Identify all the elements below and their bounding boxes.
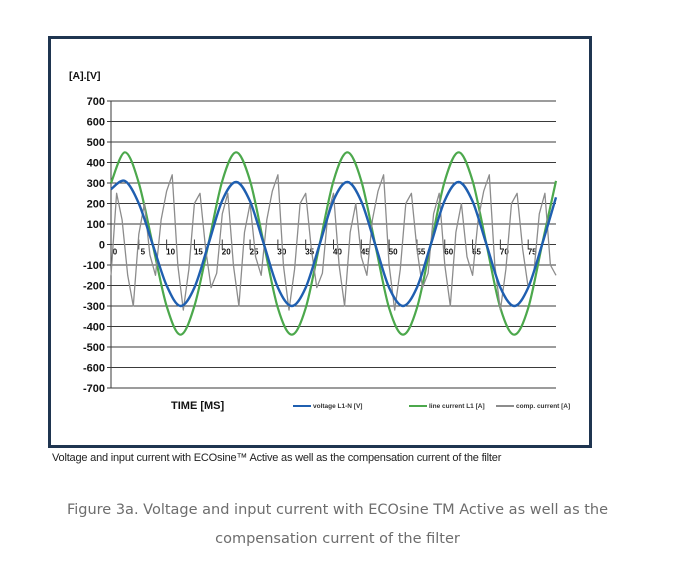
x-tick-label-55: 55 <box>416 248 425 257</box>
x-tick-label-5: 5 <box>141 248 146 257</box>
x-tick-label-0: 0 <box>113 248 118 257</box>
figure-caption: Figure 3a. Voltage and input current wit… <box>0 496 675 554</box>
x-tick-label-65: 65 <box>472 248 481 257</box>
y-tick-label--400: -400 <box>83 322 105 334</box>
chart: [A].[V] 7006005004003002001000-100-200-3… <box>69 70 570 412</box>
x-tick-label-20: 20 <box>222 248 231 257</box>
y-tick-label-400: 400 <box>87 158 105 170</box>
legend-label-2: comp. current [A] <box>516 403 570 410</box>
x-tick-label-60: 60 <box>444 248 453 257</box>
y-tick-label--500: -500 <box>83 342 105 354</box>
figure-caption-line-2: compensation current of the filter <box>215 531 460 547</box>
y-tick-label-300: 300 <box>87 178 105 190</box>
figure-inner-caption: Voltage and input current with ECOsine™ … <box>52 452 502 464</box>
x-tick-label-45: 45 <box>361 248 370 257</box>
legend-label-1: line current L1 [A] <box>429 403 485 410</box>
y-axis-unit-label: [A].[V] <box>69 70 101 82</box>
y-tick-label--700: -700 <box>83 383 105 395</box>
y-tick-label--600: -600 <box>83 363 105 375</box>
series-line-comp-current <box>110 174 557 311</box>
chart-frame: [A].[V] 700 600 500 400 300 200 100 0 -100 -200 -3… <box>48 36 592 448</box>
legend-label-0: voltage L1-N [V] <box>313 403 362 410</box>
y-axis-ticks: 700 600 500 400 300 200 100 0 -100 -200 -300 -400 -5… <box>83 96 111 395</box>
x-tick-label-15: 15 <box>194 248 203 257</box>
y-tick-label-700: 700 <box>87 96 105 108</box>
legend: voltage L1-N [V] line current L1 [A] comp.… <box>293 403 570 410</box>
plot-lines <box>109 151 558 336</box>
y-tick-label-100: 100 <box>87 219 105 231</box>
y-tick-label-600: 600 <box>87 117 105 129</box>
y-tick-label-500: 500 <box>87 137 105 149</box>
y-tick-label--100: -100 <box>83 260 105 272</box>
x-tick-label-35: 35 <box>305 248 314 257</box>
x-tick-label-75: 75 <box>528 248 537 257</box>
x-axis-title: TIME [MS] <box>171 400 224 412</box>
y-tick-label--200: -200 <box>83 281 105 293</box>
y-tick-label-200: 200 <box>87 199 105 211</box>
series-line-voltage <box>110 179 558 308</box>
x-tick-label-25: 25 <box>250 248 259 257</box>
x-tick-label-70: 70 <box>500 248 509 257</box>
figure-caption-line-1: Figure 3a. Voltage and input current wit… <box>66 502 609 518</box>
y-tick-label-0: 0 <box>99 240 105 252</box>
y-tick-label--300: -300 <box>83 301 105 313</box>
x-tick-label-10: 10 <box>166 248 175 257</box>
x-tick-label-50: 50 <box>389 248 398 257</box>
